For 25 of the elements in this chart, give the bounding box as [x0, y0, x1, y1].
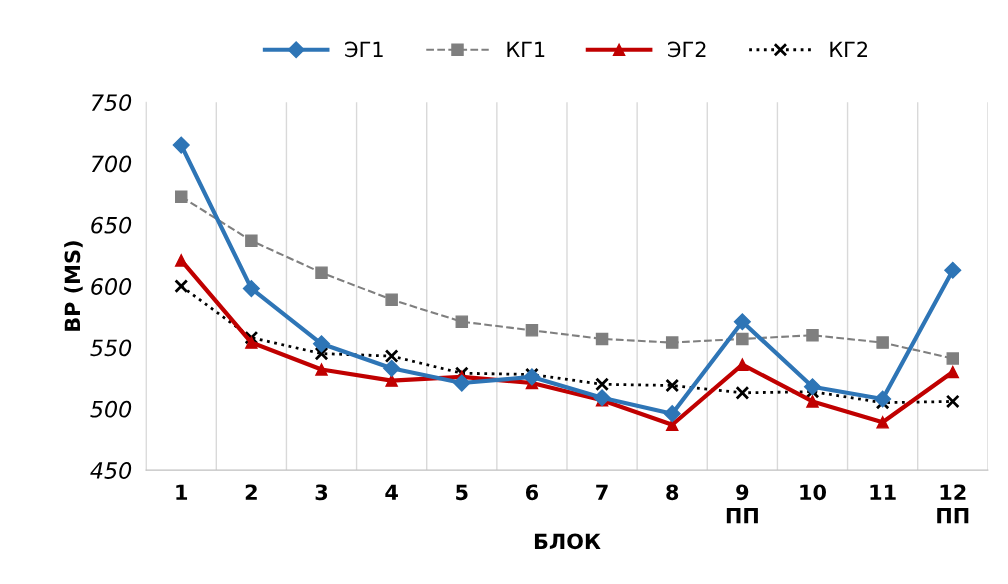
y-tick-label: 700 — [91, 155, 132, 173]
legend-label: ЭГ2 — [668, 41, 706, 58]
x-tick-label: 11 — [870, 484, 896, 500]
x-tick-label: 3 — [315, 484, 328, 501]
legend-label: КГ2 — [830, 41, 868, 58]
x-tick-label: 9 ПП — [726, 484, 758, 524]
legend-label: КГ1 — [507, 41, 545, 58]
x-tick-label: 2 — [245, 484, 257, 500]
x-tick-label: 12 ПП — [937, 484, 969, 524]
x-tick-label: 7 — [596, 484, 608, 500]
y-axis-title: ВР (MS) — [64, 241, 83, 331]
y-tick-label: 650 — [91, 216, 132, 234]
y-tick-label: 450 — [90, 462, 132, 479]
x-tick-label: 1 — [176, 484, 188, 500]
x-tick-label: 10 — [800, 484, 826, 501]
x-tick-label: 8 — [666, 484, 679, 501]
y-tick-label: 500 — [90, 400, 132, 418]
y-tick-label: 550 — [90, 339, 132, 357]
y-tick-label: 750 — [91, 94, 132, 111]
x-tick-label: 4 — [385, 484, 398, 500]
x-axis-title: БЛОК — [534, 533, 601, 550]
x-tick-label: 5 — [456, 484, 468, 501]
legend-label: ЭГ1 — [345, 41, 383, 58]
y-tick-label: 600 — [91, 278, 132, 295]
x-tick-label: 6 — [525, 484, 539, 501]
